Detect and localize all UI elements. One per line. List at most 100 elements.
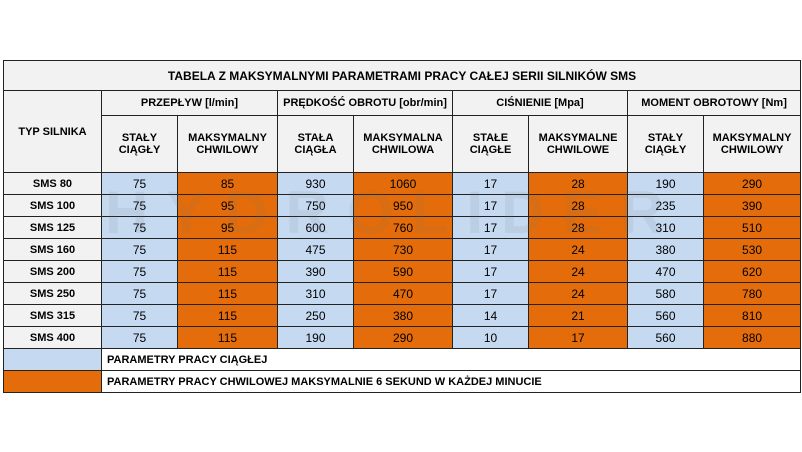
value-cell: 190 — [277, 326, 354, 349]
value-cell: 75 — [101, 194, 178, 217]
value-cell: 290 — [353, 326, 453, 349]
data-row: SMS 160 75 115 475 730 17 24 380 530 — [3, 238, 802, 261]
sub-header: MAKSYMALNA CHWILOWA — [353, 115, 453, 173]
sub-header: MAKSYMALNY CHWILOWY — [177, 115, 278, 173]
value-cell: 250 — [277, 304, 354, 327]
value-cell: 290 — [702, 172, 802, 195]
value-cell: 10 — [452, 326, 529, 349]
value-cell: 21 — [528, 304, 628, 327]
value-cell: 28 — [528, 194, 628, 217]
value-cell: 75 — [101, 216, 178, 239]
value-cell: 95 — [177, 216, 278, 239]
value-cell: 24 — [528, 282, 628, 305]
data-row: SMS 100 75 95 750 950 17 28 235 390 — [3, 194, 802, 217]
value-cell: 14 — [452, 304, 529, 327]
sub-header: STAŁE CIĄGŁE — [452, 115, 529, 173]
value-cell: 880 — [702, 326, 802, 349]
group-header: PRĘDKOŚĆ OBROTU [obr/min] — [277, 90, 453, 116]
legend-row: PARAMETRY PRACY CHWILOWEJ MAKSYMALNIE 6 … — [3, 370, 802, 393]
value-cell: 235 — [627, 194, 704, 217]
value-cell: 75 — [101, 260, 178, 283]
value-cell: 590 — [353, 260, 453, 283]
value-cell: 620 — [702, 260, 802, 283]
value-cell: 930 — [277, 172, 354, 195]
value-cell: 530 — [702, 238, 802, 261]
value-cell: 560 — [627, 326, 704, 349]
value-cell: 24 — [528, 238, 628, 261]
value-cell: 17 — [452, 282, 529, 305]
sub-header: STAŁA CIĄGŁA — [277, 115, 354, 173]
value-cell: 17 — [452, 238, 529, 261]
parameters-table: TABELA Z MAKSYMALNYMI PARAMETRAMI PRACY … — [2, 60, 802, 393]
value-cell: 730 — [353, 238, 453, 261]
motor-name: SMS 400 — [3, 326, 102, 349]
motor-name: SMS 160 — [3, 238, 102, 261]
value-cell: 950 — [353, 194, 453, 217]
header-row: TYP SILNIKA PRZEPŁYW [l/min] PRĘDKOŚĆ OBRO… — [3, 90, 802, 173]
data-row: SMS 315 75 115 250 380 14 21 560 810 — [3, 304, 802, 327]
value-cell: 115 — [177, 260, 278, 283]
value-cell: 75 — [101, 238, 178, 261]
value-cell: 310 — [277, 282, 354, 305]
value-cell: 28 — [528, 172, 628, 195]
value-cell: 24 — [528, 260, 628, 283]
value-cell: 390 — [702, 194, 802, 217]
value-cell: 115 — [177, 326, 278, 349]
value-cell: 75 — [101, 282, 178, 305]
data-row: SMS 250 75 115 310 470 17 24 580 780 — [3, 282, 802, 305]
data-row: SMS 125 75 95 600 760 17 28 310 510 — [3, 216, 802, 239]
data-row: SMS 200 75 115 390 590 17 24 470 620 — [3, 260, 802, 283]
legend-text: PARAMETRY PRACY CHWILOWEJ MAKSYMALNIE 6 … — [100, 370, 802, 393]
group-header: CIŚNIENIE [Mpa] — [452, 90, 628, 116]
sub-header: STAŁY CIĄGŁY — [101, 115, 178, 173]
legend-text: PARAMETRY PRACY CIĄGŁEJ — [100, 348, 802, 371]
value-cell: 115 — [177, 282, 278, 305]
value-cell: 760 — [353, 216, 453, 239]
value-cell: 1060 — [353, 172, 453, 195]
legend-row: PARAMETRY PRACY CIĄGŁEJ — [3, 348, 802, 371]
value-cell: 85 — [177, 172, 278, 195]
value-cell: 510 — [702, 216, 802, 239]
value-cell: 75 — [101, 304, 178, 327]
value-cell: 310 — [627, 216, 704, 239]
value-cell: 75 — [101, 326, 178, 349]
value-cell: 380 — [353, 304, 453, 327]
sub-header: MAKSYMALNE CHWILOWE — [528, 115, 628, 173]
table-wrap: TABELA Z MAKSYMALNYMI PARAMETRAMI PRACY … — [2, 60, 802, 393]
motor-name: SMS 315 — [3, 304, 102, 327]
value-cell: 390 — [277, 260, 354, 283]
table-title: TABELA Z MAKSYMALNYMI PARAMETRAMI PRACY … — [2, 60, 802, 91]
legend-swatch — [3, 370, 102, 393]
value-cell: 115 — [177, 304, 278, 327]
value-cell: 580 — [627, 282, 704, 305]
value-cell: 560 — [627, 304, 704, 327]
sub-header: STAŁY CIĄGŁY — [627, 115, 704, 173]
motor-name: SMS 200 — [3, 260, 102, 283]
value-cell: 17 — [452, 172, 529, 195]
type-header: TYP SILNIKA — [3, 90, 102, 173]
value-cell: 17 — [452, 194, 529, 217]
value-cell: 17 — [528, 326, 628, 349]
title-row: TABELA Z MAKSYMALNYMI PARAMETRAMI PRACY … — [2, 60, 802, 91]
value-cell: 190 — [627, 172, 704, 195]
motor-name: SMS 250 — [3, 282, 102, 305]
data-row: SMS 80 75 85 930 1060 17 28 190 290 — [3, 172, 802, 195]
value-cell: 95 — [177, 194, 278, 217]
motor-name: SMS 80 — [3, 172, 102, 195]
legend-swatch — [3, 348, 102, 371]
value-cell: 28 — [528, 216, 628, 239]
motor-name: SMS 125 — [3, 216, 102, 239]
value-cell: 75 — [101, 172, 178, 195]
value-cell: 780 — [702, 282, 802, 305]
group-header: MOMENT OBROTOWY [Nm] — [626, 90, 802, 116]
subheader-row: STAŁY CIĄGŁY MAKSYMALNY CHWILOWY STAŁA CIĄ… — [4, 115, 802, 173]
sub-header: MAKSYMALNY CHWILOWY — [702, 115, 802, 173]
data-row: SMS 400 75 115 190 290 10 17 560 880 — [3, 326, 802, 349]
value-cell: 600 — [277, 216, 354, 239]
group-header: PRZEPŁYW [l/min] — [101, 90, 278, 116]
value-cell: 115 — [177, 238, 278, 261]
value-cell: 470 — [353, 282, 453, 305]
value-cell: 380 — [627, 238, 704, 261]
value-cell: 475 — [277, 238, 354, 261]
